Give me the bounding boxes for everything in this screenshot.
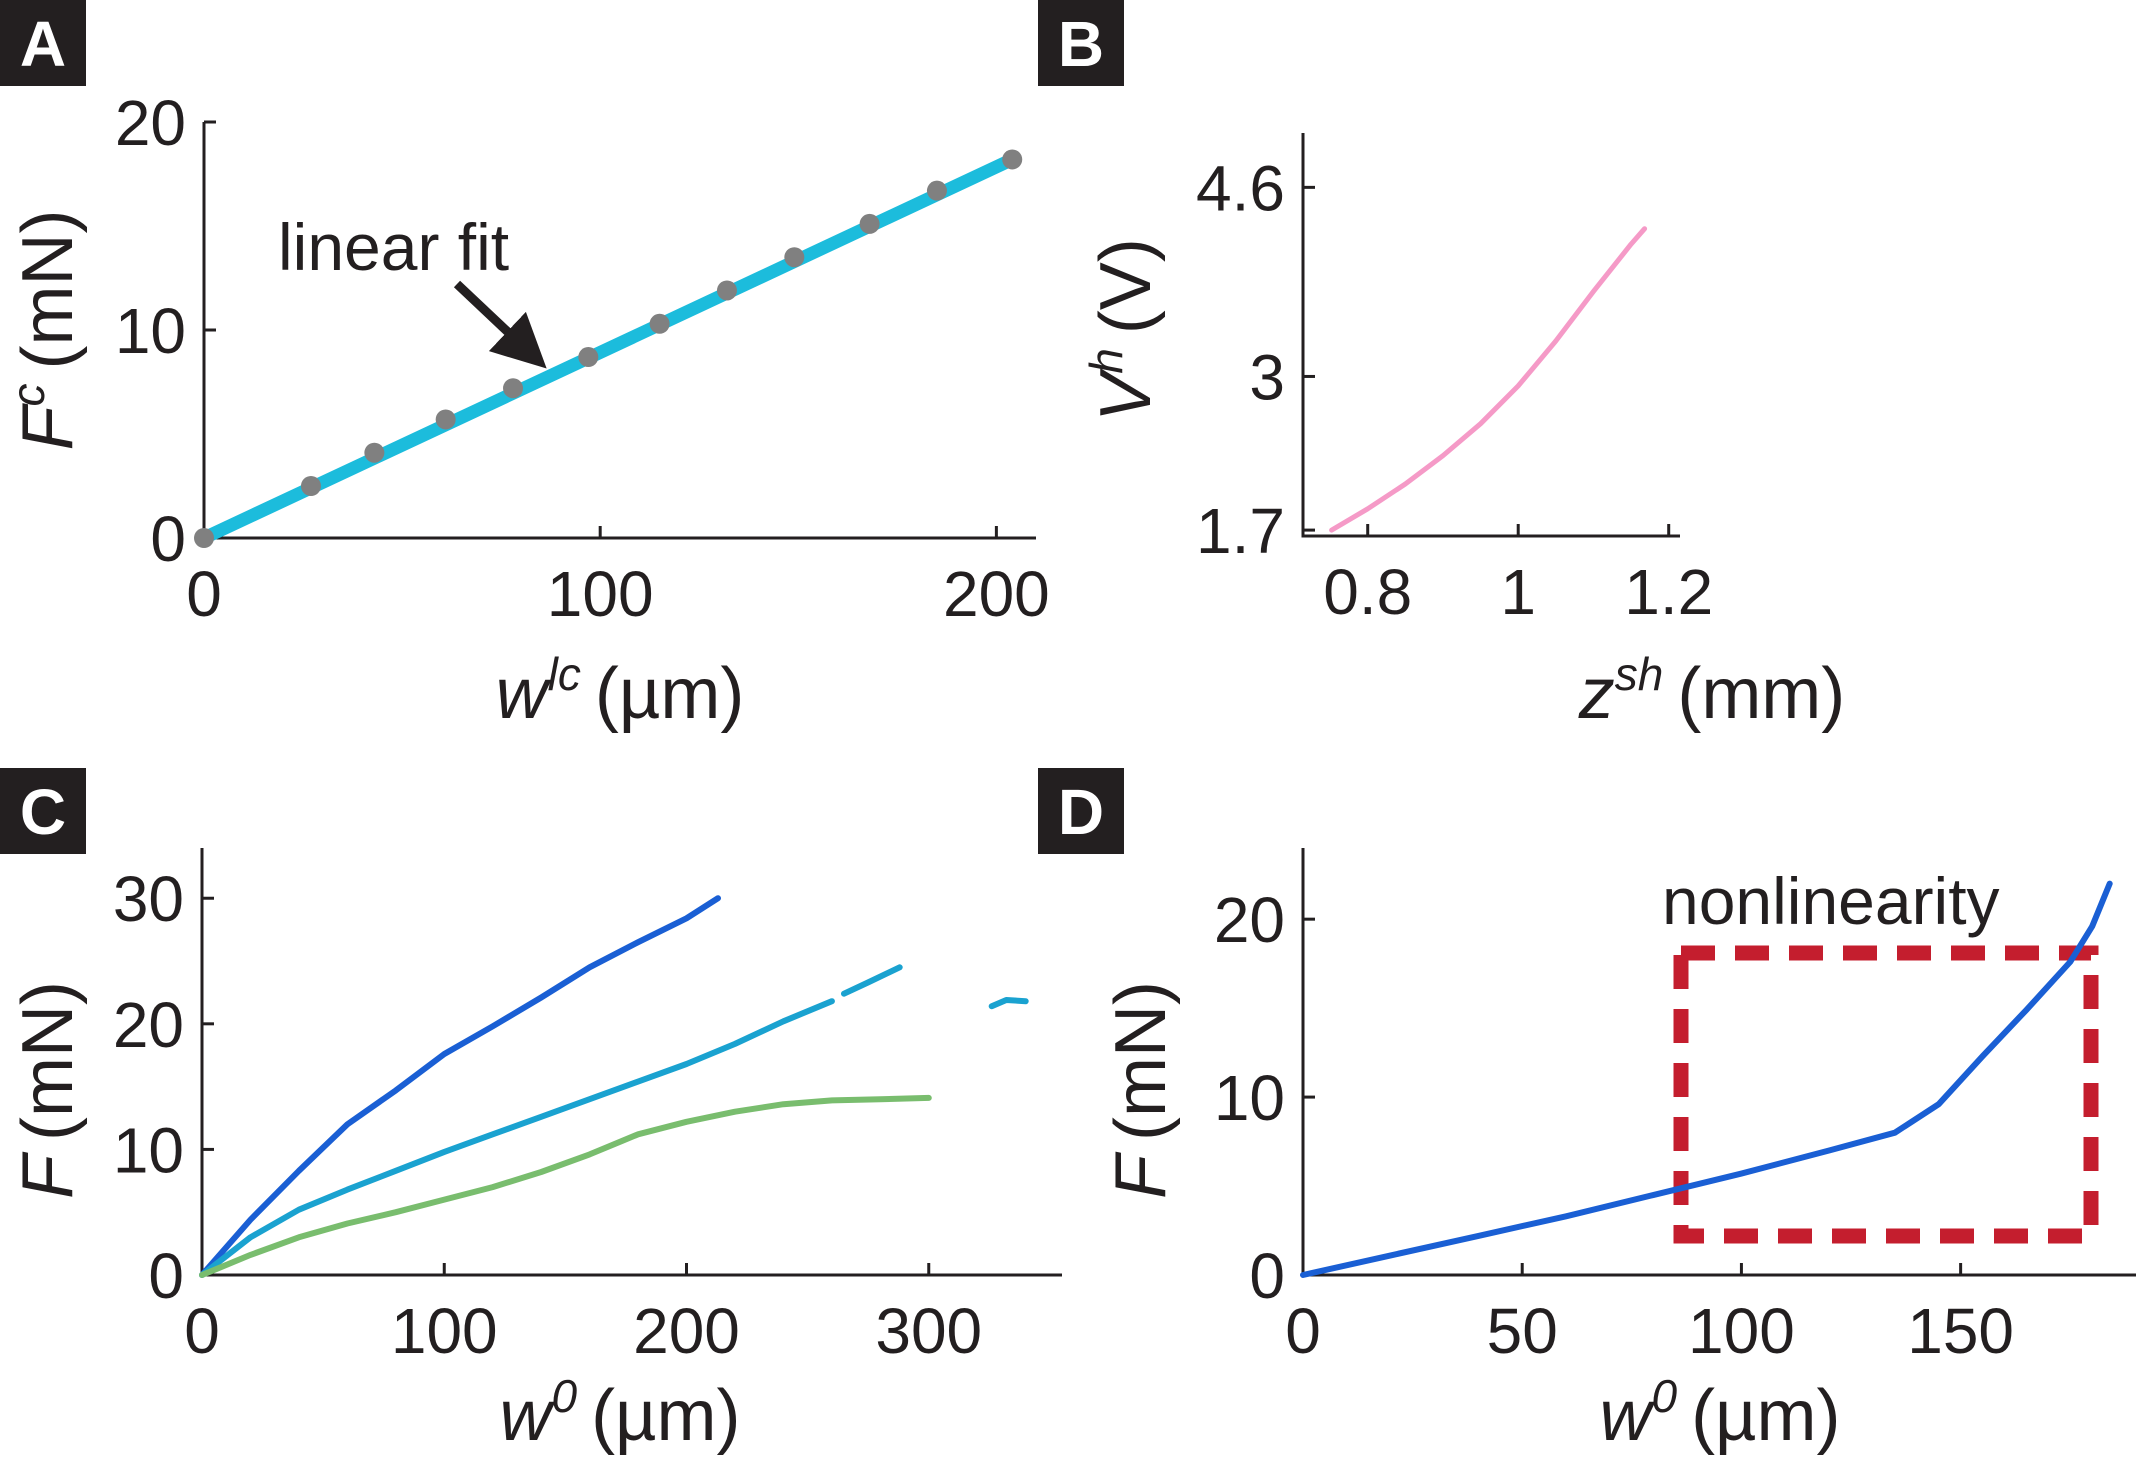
panel-a-arrow [453,280,547,369]
panel-c-ytick-label: 10 [113,1114,184,1186]
panel-a-xtick-label: 100 [547,558,654,630]
panel-label-c-text: C [20,776,66,848]
panel-b-xlabel: zsh (mm) [1578,648,1846,734]
panel-d-highlight-box [1673,945,2099,1244]
panel-d-xtick-label: 150 [1907,1295,2014,1367]
panel-c-xtick-label: 0 [184,1295,220,1367]
panel-d-xtick-label: 100 [1688,1295,1795,1367]
panel-d-ylabel: F(mN) [1101,981,1181,1199]
panel-c-xtick-label: 300 [875,1295,982,1367]
panel-a-data-point [926,180,947,201]
panel-c-xtick-label: 200 [633,1295,740,1367]
panel-c-xtick-label: 100 [391,1295,498,1367]
panel-a-data-point [716,280,737,301]
panel-a-xtick-label: 200 [943,558,1050,630]
panel-c-ylabel: F(mN) [8,981,88,1199]
panel-c-ytick-label: 30 [113,863,184,935]
panel-d-xlabel: w0 (µm) [1599,1370,1840,1456]
panel-a-data-point [578,347,599,368]
panel-c-axes [200,848,1062,1277]
panel-b-ytick-label: 4.6 [1196,152,1285,224]
panel-b-ytick-label: 3 [1249,341,1285,413]
panel-a-xtick-label: 0 [186,558,222,630]
panel-a-data-point [300,476,321,496]
panel-a-chart: 0 10 20 0 100 200 wlc (µm) Fc(mN) linear fit [2,87,1050,734]
panel-a-data-point [784,247,805,268]
panel-d-xtick-label: 50 [1487,1295,1558,1367]
panel-a-data-point [194,528,214,548]
panel-d-chart: 0 10 20 0 50 100 150 nonlinearity w0 (µm) F(mN… [1101,848,2136,1456]
panel-d-xtick-label: 0 [1285,1295,1321,1367]
panel-c-ytick-label: 0 [148,1240,184,1312]
panel-a-xlabel: wlc (µm) [496,648,745,734]
panel-a-data-point [364,442,385,463]
panel-b-xtick-label: 1 [1500,556,1536,628]
panel-label-a: A [0,0,86,86]
panel-a-data-point [1002,149,1023,170]
panel-c-series-2b-line [841,964,903,997]
panel-c-series-2c-line [988,997,1029,1010]
panel-label-b-text: B [1058,8,1104,80]
panel-a-ylabel: Fc(mN) [2,210,88,451]
panel-a-data-point [649,313,670,334]
panel-b-Vh-line [1329,226,1648,533]
panel-a-ytick-label: 10 [115,295,186,367]
panel-label-d-text: D [1058,776,1104,848]
panel-b-axes [1301,133,1680,538]
panel-d-annotation: nonlinearity [1662,864,2000,938]
panel-c-series-2-line [199,998,835,1278]
panel-a-data-point [435,409,456,430]
panel-label-d: D [1038,768,1124,854]
panel-a-data-point [503,378,524,399]
panel-d-ytick-label: 20 [1214,884,1285,956]
panel-label-c: C [0,768,86,854]
panel-b-ylabel: Vh(V) [1080,238,1166,422]
panel-b-ytick-label: 1.7 [1196,495,1285,567]
panel-d-ytick-label: 0 [1249,1240,1285,1312]
panel-label-a-text: A [20,8,66,80]
panel-c-series-3-line [199,1094,932,1278]
panel-a-ytick-label: 20 [115,87,186,159]
panel-c-xlabel: w0 (µm) [499,1370,740,1456]
panel-c-chart: 0 10 20 30 0 100 200 300 w0 (µm) F(mN) [8,848,1062,1456]
panel-c-ytick-label: 20 [113,989,184,1061]
panel-a-ytick-label: 0 [150,503,186,575]
panel-c-series-1-line [199,895,721,1278]
panel-a-data-point [859,213,880,234]
panel-d-series-1-line [1300,880,2113,1278]
panel-label-b: B [1038,0,1124,86]
panel-a-annotation: linear fit [278,210,509,284]
panel-d-ytick-label: 10 [1214,1062,1285,1134]
panel-b-chart: 1.7 3 4.6 0.8 1 1.2 zsh (mm) Vh(V) [1080,133,1845,734]
panel-b-xtick-label: 1.2 [1624,556,1713,628]
panel-b-xtick-label: 0.8 [1323,556,1412,628]
